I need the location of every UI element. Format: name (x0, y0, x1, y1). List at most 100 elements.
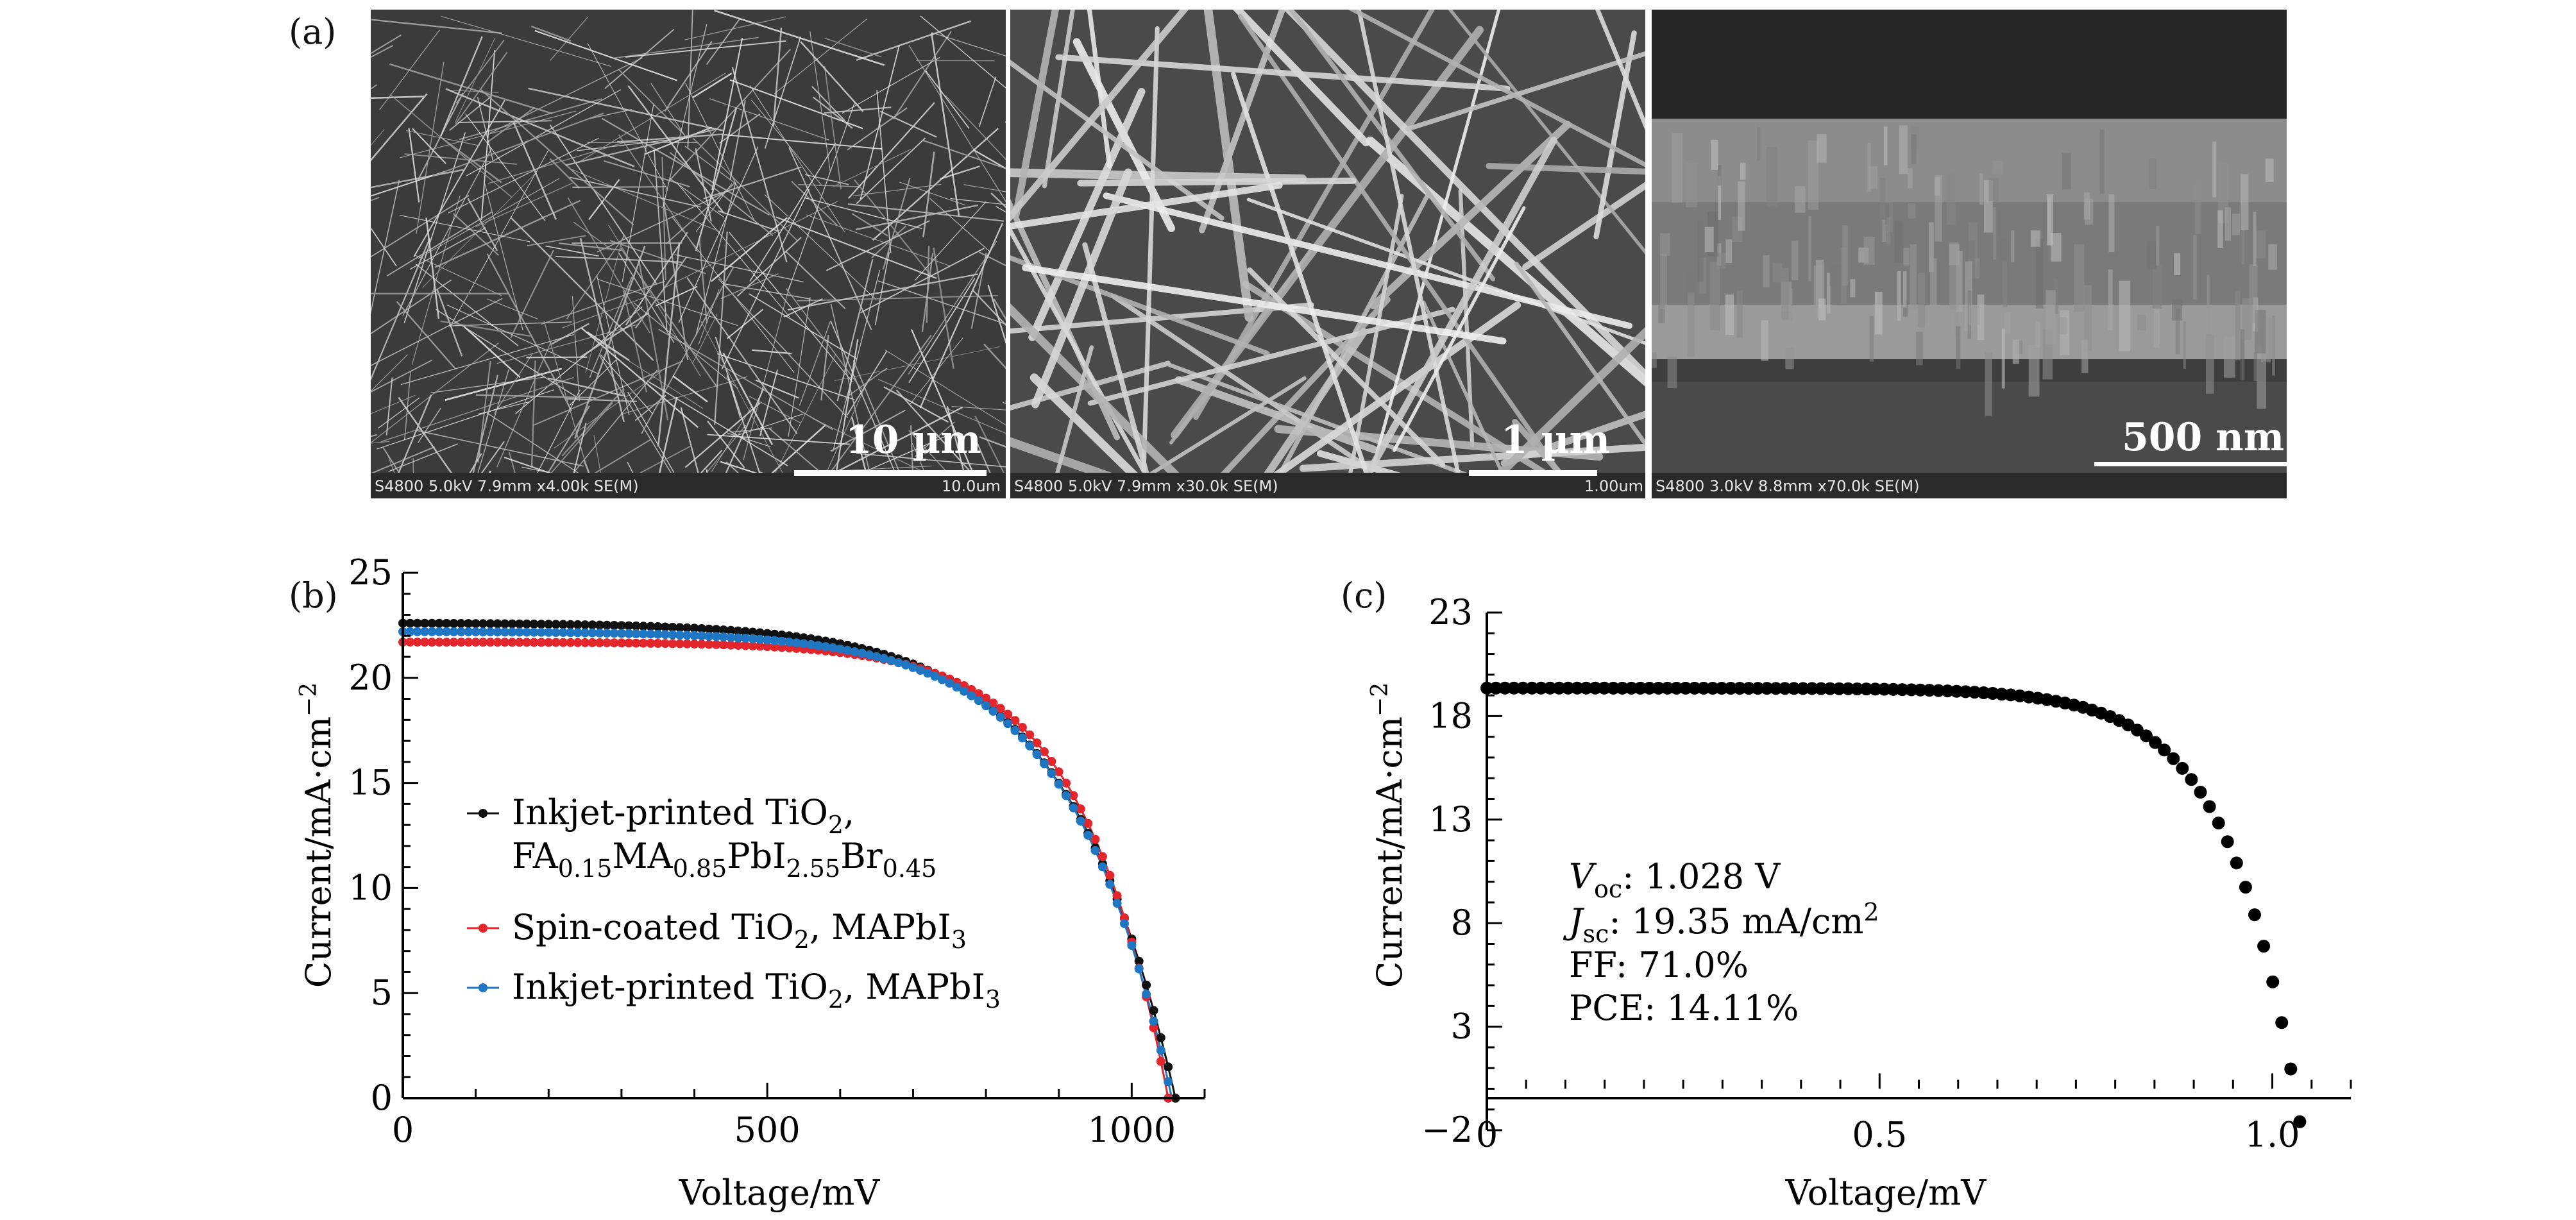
grain (2153, 309, 2160, 348)
nanowire (644, 126, 712, 155)
data-point (726, 625, 736, 635)
y-tick-label: 3 (1451, 1006, 1473, 1047)
nanowire (386, 377, 393, 436)
nanowire (711, 37, 743, 191)
nanowire (1048, 345, 1094, 498)
data-point (559, 638, 568, 647)
data-point (1877, 682, 1891, 696)
data-point (675, 639, 684, 648)
data-point (2149, 736, 2162, 749)
nanowire (661, 157, 666, 281)
nanowire (700, 321, 788, 482)
nanowire (510, 217, 654, 361)
grain (1894, 221, 1904, 263)
nanowire (749, 293, 858, 359)
data-point (2275, 1016, 2289, 1029)
grain (1711, 139, 1718, 170)
nanowire (549, 16, 589, 62)
nanowire (389, 94, 513, 198)
data-point (514, 638, 524, 647)
nanowire (567, 197, 650, 334)
data-point (1134, 964, 1144, 974)
nanowire (465, 114, 546, 221)
data-point (420, 627, 430, 636)
data-point (1017, 733, 1027, 743)
nanowire (579, 238, 625, 423)
grain (1850, 279, 1856, 298)
nanowire (983, 343, 1006, 369)
nanowire (720, 273, 779, 300)
nanowire (919, 223, 1003, 409)
nanowire (534, 30, 677, 81)
data-point (639, 629, 648, 639)
data-point (616, 638, 626, 648)
nanowire (832, 269, 881, 452)
nanowire (561, 388, 625, 457)
data-point (609, 629, 619, 638)
grain (2253, 352, 2258, 382)
annotation-pce: PCE: 14.11% (1569, 988, 1799, 1028)
x-tick-label: 0.5 (1852, 1114, 1907, 1155)
grain (1874, 291, 1883, 335)
data-point (653, 622, 663, 631)
legend-text: Spin-coated TiO2, MAPbI3 (512, 907, 967, 954)
nanowire (1486, 163, 1645, 175)
data-point (1498, 681, 1512, 695)
nanowire (573, 221, 613, 251)
nanowire (811, 85, 845, 121)
nanowire (400, 334, 574, 385)
nanowire (707, 420, 745, 469)
scale-bar-label: 1 µm (1501, 418, 1611, 462)
grain (2212, 141, 2217, 198)
grain (1954, 311, 1959, 337)
data-point (456, 627, 466, 636)
nanowire (749, 142, 836, 282)
grain (2035, 321, 2040, 348)
data-point (1697, 681, 1710, 695)
nanowire (922, 139, 1006, 169)
grain (2028, 344, 2040, 397)
nanowire (797, 294, 998, 301)
data-point (493, 627, 502, 637)
nanowire (798, 183, 858, 187)
nanowire (508, 452, 523, 498)
data-point (748, 627, 758, 637)
data-point (1010, 716, 1020, 725)
data-point (835, 644, 845, 654)
legend-text: Inkjet-printed TiO2, (512, 792, 854, 839)
nanowire (570, 168, 721, 233)
data-point (1047, 757, 1056, 766)
nanowire (979, 251, 1006, 267)
data-point (522, 638, 532, 647)
data-point (1824, 682, 1837, 695)
grain (2073, 244, 2085, 312)
nanowire (783, 298, 823, 318)
data-point (486, 627, 495, 637)
data-point (1516, 681, 1530, 695)
x-tick-label: 1.0 (2245, 1114, 2300, 1155)
data-point (631, 621, 641, 631)
y-axis-label: Current/mA·cm−2 (296, 682, 339, 988)
scale-bar (2094, 462, 2287, 466)
data-point (507, 619, 517, 629)
scale-bar-label: 500 nm (2122, 415, 2285, 460)
data-point (471, 619, 480, 629)
y-tick-label: −2 (1421, 1110, 1473, 1150)
nanowire (785, 288, 863, 390)
sem-info-right: 1.00um (1584, 477, 1644, 495)
nanowire (655, 285, 698, 307)
nanowire (669, 49, 792, 181)
grain (2012, 339, 2020, 364)
data-point (974, 689, 983, 699)
nanowire (772, 28, 783, 126)
scale-bar-label: 10 µm (845, 418, 981, 462)
nanowire (1350, 137, 1557, 498)
nanowire (834, 346, 1000, 381)
data-point (1706, 682, 1720, 695)
grain (1879, 177, 1886, 226)
data-point (551, 620, 561, 629)
data-point (988, 706, 998, 716)
grain (2108, 194, 2115, 253)
